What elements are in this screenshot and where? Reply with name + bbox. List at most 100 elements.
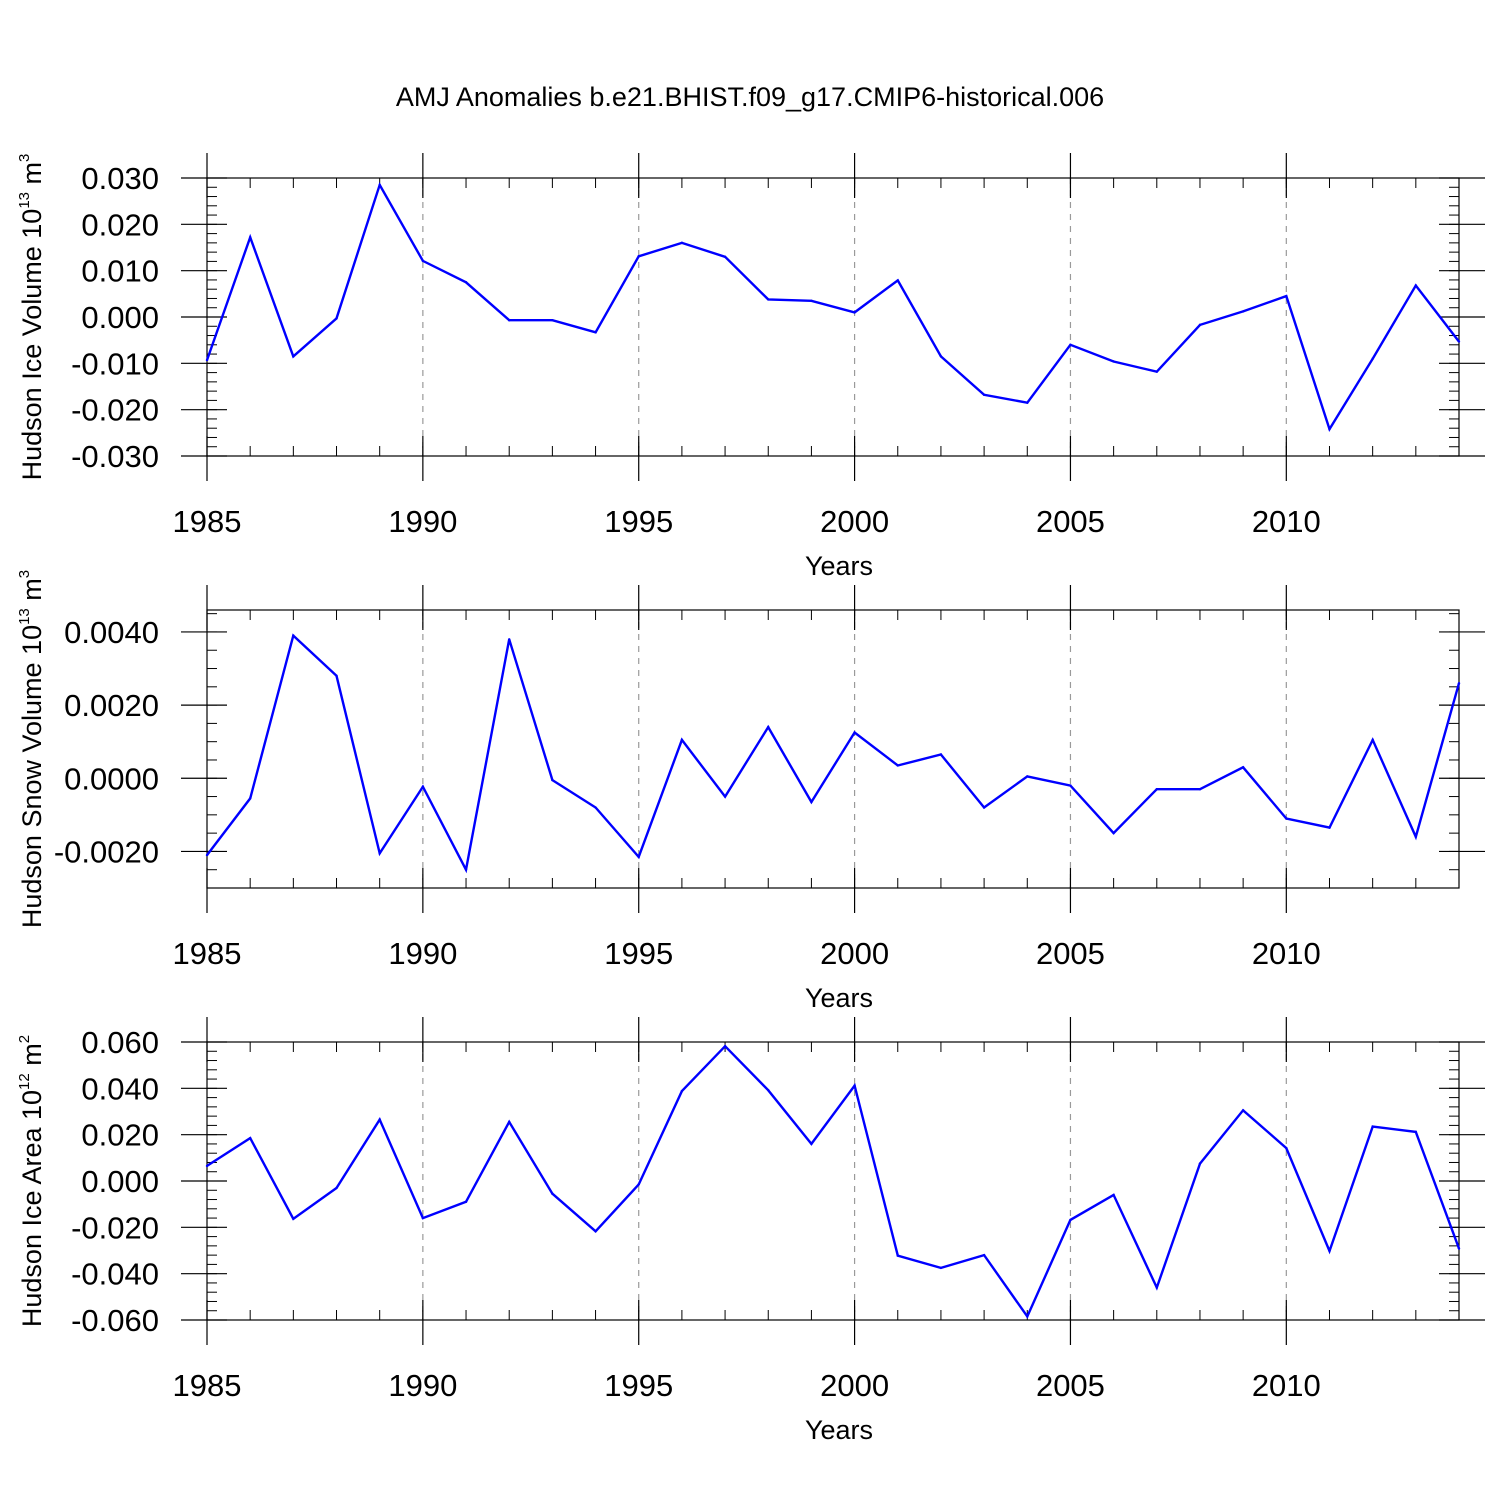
- data-point: [292, 355, 295, 358]
- data-point: [1155, 788, 1158, 791]
- panel-3: 0.060 0.040 0.020 0.000 -0.020 -0.040 -0.060 19…: [16, 1017, 1485, 1445]
- data-point: [551, 319, 554, 322]
- y-tick-label: 0.020: [81, 207, 159, 242]
- data-point: [637, 855, 640, 859]
- data-point: [205, 358, 209, 362]
- data-point: [810, 299, 813, 302]
- panels: 0.030 0.020 0.010 0.000 -0.010 -0.020 -0.030 19…: [16, 153, 1485, 1445]
- data-point: [551, 1192, 554, 1195]
- data-point: [464, 1200, 468, 1204]
- y-axis-label-part: m: [17, 162, 47, 192]
- x-tick-label: 2010: [1252, 1368, 1321, 1403]
- data-point: [1328, 427, 1331, 431]
- x-tick-label: 2010: [1252, 936, 1321, 971]
- data-point: [723, 795, 727, 798]
- data-point: [810, 1142, 813, 1146]
- data-point: [335, 1186, 338, 1190]
- y-tick-label: -0.0020: [54, 834, 159, 869]
- y-tick-label: -0.030: [71, 439, 159, 474]
- y-tick-label: 0.040: [81, 1071, 159, 1106]
- data-point: [508, 1120, 511, 1124]
- plot-frame: [206, 609, 1460, 889]
- data-point: [248, 236, 252, 239]
- data-point: [1155, 370, 1158, 373]
- x-tick-label: 1985: [173, 936, 242, 971]
- x-axis-label: Years: [805, 1415, 873, 1445]
- y-tick-label: 0.0020: [64, 688, 159, 723]
- data-point: [939, 753, 943, 756]
- data-point: [464, 281, 468, 284]
- data-point: [1457, 681, 1461, 685]
- y-axis-label: Hudson Ice Volume 1013 m3: [16, 154, 47, 481]
- x-tick-label: 2000: [820, 504, 889, 539]
- y-axis-label-part: m: [17, 1043, 47, 1073]
- data-point: [896, 1254, 899, 1257]
- x-tick-label: 2010: [1252, 504, 1321, 539]
- y-axis-label-part: Hudson Snow Volume 10: [17, 625, 47, 928]
- y-axis-label-part: 13: [16, 608, 33, 625]
- data-point: [853, 1084, 856, 1087]
- data-point: [723, 1044, 727, 1048]
- y-tick-label: 0.0040: [64, 615, 159, 650]
- data-point: [1198, 323, 1202, 327]
- y-tick-label: -0.010: [71, 346, 159, 381]
- y-tick-label: 0.010: [81, 254, 159, 289]
- data-point: [1026, 401, 1029, 404]
- data-point: [1371, 357, 1374, 360]
- series-line: [205, 181, 1460, 432]
- y-tick-label: -0.060: [71, 1303, 159, 1338]
- y-tick-label: 0.030: [81, 161, 159, 196]
- series-line: [206, 633, 1461, 874]
- data-point: [378, 183, 381, 187]
- data-point: [335, 317, 338, 320]
- data-point: [508, 638, 511, 641]
- data-point: [982, 1253, 986, 1257]
- data-point: [421, 259, 425, 263]
- y-tick-label: -0.020: [71, 393, 159, 428]
- data-point: [939, 1266, 943, 1270]
- data-point: [1112, 1193, 1115, 1197]
- data-point: [1457, 1247, 1461, 1250]
- x-tick-label: 2005: [1036, 504, 1105, 539]
- y-tick-label: 0.000: [81, 1164, 159, 1199]
- data-point: [680, 241, 684, 245]
- x-tick-label: 2000: [820, 1368, 889, 1403]
- data-point: [1285, 1146, 1288, 1150]
- x-tick-label: 2005: [1036, 1368, 1105, 1403]
- y-tick-label: -0.040: [71, 1257, 159, 1292]
- plot-frame: [206, 177, 1460, 457]
- data-point: [292, 634, 295, 637]
- data-point: [982, 393, 986, 397]
- x-axis-label: Years: [805, 983, 873, 1013]
- x-tick-label: 2005: [1036, 936, 1105, 971]
- x-tick-label: 1985: [173, 1368, 242, 1403]
- x-tick-label: 1985: [173, 504, 242, 539]
- data-point: [205, 853, 209, 857]
- x-tick-label: 1990: [388, 1368, 457, 1403]
- y-axis-label-part: 12: [16, 1073, 33, 1090]
- data-point: [1112, 831, 1115, 835]
- plot-frame: [206, 1041, 1460, 1321]
- data-point: [767, 1088, 770, 1092]
- y-tick-label: 0.000: [81, 300, 159, 335]
- data-point: [594, 806, 597, 809]
- x-tick-label: 1990: [388, 936, 457, 971]
- data-point: [896, 764, 899, 767]
- data-point: [1457, 340, 1461, 343]
- data-point: [378, 1118, 381, 1121]
- y-axis-label: Hudson Ice Area 1012 m2: [16, 1035, 47, 1327]
- data-point: [1069, 1218, 1072, 1222]
- y-axis-label: Hudson Snow Volume 1013 m3: [16, 570, 47, 928]
- data-point: [1069, 784, 1072, 787]
- data-point: [680, 1089, 684, 1093]
- x-tick-label: 1995: [604, 936, 673, 971]
- data-point: [1069, 343, 1072, 346]
- panel-2: 0.0040 0.0020 0.0000 -0.0020 1985 1990 1995 200…: [16, 570, 1485, 1013]
- data-point: [723, 255, 727, 258]
- data-point: [1241, 766, 1245, 769]
- chart-title: AMJ Anomalies b.e21.BHIST.f09_g17.CMIP6-…: [396, 82, 1104, 112]
- y-axis-label-part: 3: [16, 154, 33, 162]
- data-point: [853, 311, 856, 314]
- y-axis-label-part: 2: [16, 1035, 33, 1043]
